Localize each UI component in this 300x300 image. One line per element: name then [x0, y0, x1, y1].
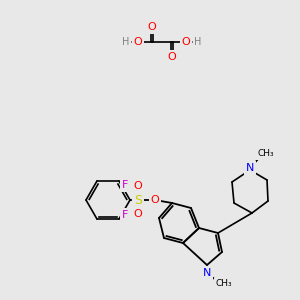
Text: H: H [122, 37, 130, 47]
Text: O: O [182, 37, 190, 47]
Text: O: O [134, 181, 142, 191]
Text: S: S [134, 194, 142, 206]
Text: F: F [122, 210, 128, 220]
Text: CH₃: CH₃ [258, 149, 274, 158]
Text: N: N [246, 163, 254, 173]
Text: O: O [151, 195, 159, 205]
Text: F: F [122, 180, 128, 190]
Text: O: O [134, 209, 142, 219]
Text: CH₃: CH₃ [216, 280, 232, 289]
Text: O: O [134, 37, 142, 47]
Text: H: H [194, 37, 202, 47]
Text: O: O [148, 22, 156, 32]
Text: O: O [168, 52, 176, 62]
Text: N: N [203, 268, 211, 278]
